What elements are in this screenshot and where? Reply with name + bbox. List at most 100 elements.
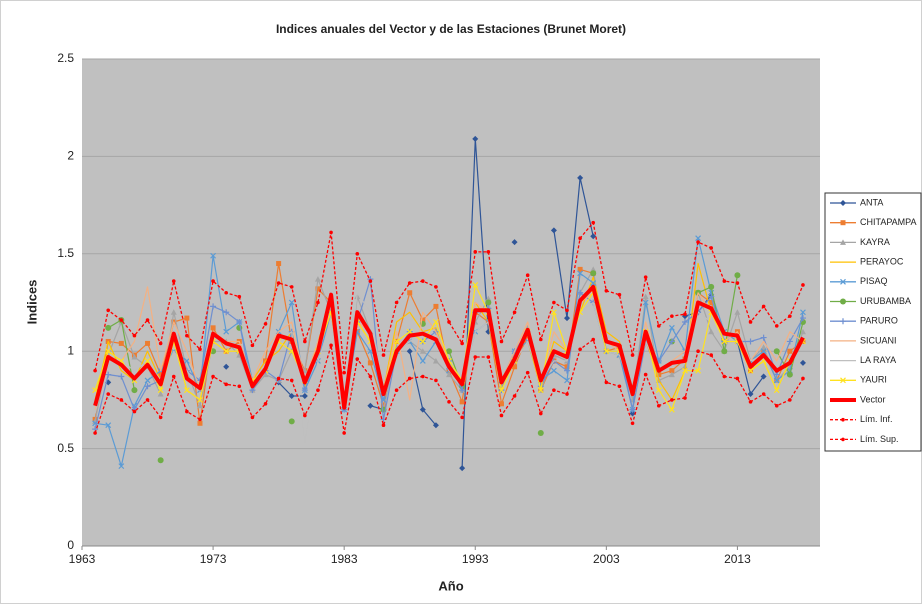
data-point xyxy=(786,338,793,345)
data-point xyxy=(380,403,386,409)
series xyxy=(93,284,805,410)
data-point xyxy=(512,364,518,370)
data-point xyxy=(301,387,308,394)
data-point xyxy=(459,465,466,472)
data-point xyxy=(696,240,700,244)
data-point xyxy=(237,294,242,299)
data-point xyxy=(118,373,125,380)
data-point xyxy=(538,337,543,342)
data-point xyxy=(747,367,754,374)
data-point xyxy=(578,347,582,352)
data-point xyxy=(131,354,138,360)
data-point xyxy=(421,374,425,379)
data-point xyxy=(537,430,544,437)
data-point xyxy=(183,358,190,364)
data-point xyxy=(668,406,675,413)
legend-label: Vector xyxy=(860,394,886,404)
data-point xyxy=(316,388,320,392)
data-point xyxy=(695,367,702,374)
data-point xyxy=(289,285,294,289)
data-point xyxy=(263,322,268,326)
data-point xyxy=(668,338,675,345)
data-point xyxy=(617,384,622,389)
data-point xyxy=(774,324,779,328)
data-point xyxy=(105,348,112,355)
series-line xyxy=(93,284,805,410)
data-point xyxy=(629,406,636,413)
legend-label: Lím. Inf. xyxy=(860,414,893,424)
data-point xyxy=(406,348,413,355)
data-point xyxy=(303,339,307,344)
data-point xyxy=(643,372,648,377)
data-point xyxy=(262,371,269,378)
data-point xyxy=(432,422,439,429)
data-point xyxy=(433,319,439,325)
data-point xyxy=(368,279,373,283)
data-point xyxy=(355,252,360,256)
data-point xyxy=(421,279,425,283)
data-point xyxy=(196,402,203,409)
data-point xyxy=(288,418,295,425)
data-point xyxy=(590,233,597,240)
data-point xyxy=(263,401,268,406)
data-point xyxy=(132,333,137,338)
data-point xyxy=(158,341,163,346)
data-point xyxy=(721,348,728,355)
x-tick-label: 1993 xyxy=(462,552,489,566)
data-point xyxy=(355,357,360,361)
data-point xyxy=(591,337,596,342)
data-point xyxy=(211,279,215,283)
data-point xyxy=(709,246,714,250)
data-point xyxy=(709,353,714,357)
data-point xyxy=(747,338,754,345)
data-point xyxy=(669,368,675,374)
chart-title: Indices anuales del Vector y de las Esta… xyxy=(276,22,626,36)
data-point xyxy=(289,378,294,383)
legend-label: PARURO xyxy=(860,316,898,326)
data-point xyxy=(367,360,373,366)
data-point xyxy=(512,310,517,315)
y-tick-label: 2.5 xyxy=(57,51,74,65)
data-point xyxy=(550,227,557,234)
data-point xyxy=(643,275,648,279)
data-point xyxy=(708,300,714,305)
data-point xyxy=(223,309,230,316)
data-point xyxy=(171,374,176,379)
data-point xyxy=(656,324,661,328)
data-point xyxy=(485,299,492,306)
data-point xyxy=(550,309,557,316)
data-point xyxy=(381,353,386,357)
data-point xyxy=(223,348,230,355)
data-point xyxy=(381,423,386,428)
data-point xyxy=(486,355,491,359)
data-point xyxy=(460,415,464,420)
data-point xyxy=(144,377,151,384)
data-point xyxy=(119,398,124,402)
data-point xyxy=(485,295,492,302)
data-point xyxy=(722,374,727,379)
data-point xyxy=(681,318,688,325)
data-point xyxy=(250,343,255,348)
data-point xyxy=(394,388,399,392)
data-point xyxy=(210,303,217,310)
data-point xyxy=(119,318,124,322)
data-point xyxy=(683,312,687,316)
data-point xyxy=(170,309,177,315)
data-point xyxy=(288,393,295,400)
data-point xyxy=(761,392,766,396)
x-axis-title: Año xyxy=(438,578,463,593)
data-point xyxy=(434,378,438,383)
legend-label: Lím. Sup. xyxy=(860,434,899,444)
data-point xyxy=(158,372,164,378)
data-point xyxy=(801,283,805,287)
x-tick-label: 1983 xyxy=(331,552,358,566)
data-point xyxy=(118,340,124,346)
data-point xyxy=(760,334,767,341)
data-point xyxy=(446,371,453,378)
legend-label: PISAQ xyxy=(860,276,888,286)
data-point xyxy=(630,421,635,426)
data-point xyxy=(185,333,189,338)
data-point xyxy=(656,403,661,408)
data-point xyxy=(670,398,674,402)
